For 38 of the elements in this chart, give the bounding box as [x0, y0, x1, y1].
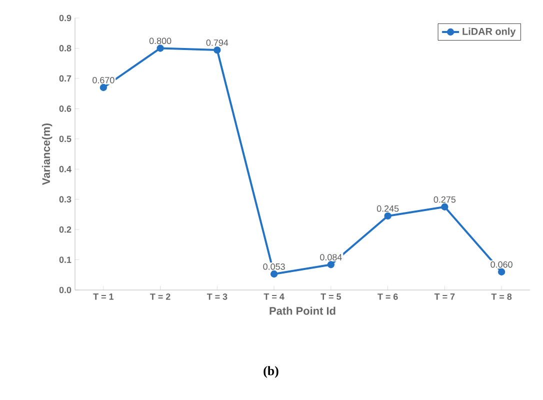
data-label: 0.800 — [149, 38, 172, 44]
x-axis-title: Path Point Id — [270, 306, 336, 315]
x-tick-label: T = 8 — [491, 294, 512, 300]
point — [327, 261, 335, 268]
data-label: 0.053 — [263, 263, 285, 270]
y-tick-label: 0.7 — [59, 75, 72, 82]
y-tick-label: 0.4 — [59, 166, 72, 172]
point — [270, 270, 278, 278]
x-tick-label: T = 7 — [434, 294, 455, 300]
data-label: 0.060 — [490, 261, 512, 268]
data-label: 0.245 — [376, 205, 399, 212]
data-label: 0.670 — [92, 76, 114, 84]
data-label: 0.275 — [434, 196, 456, 203]
y-tick-label: 0.6 — [59, 105, 72, 112]
data-label: 0.794 — [206, 40, 228, 46]
point — [384, 212, 392, 220]
point — [214, 46, 221, 54]
y-axis-title: Variance(m) — [42, 123, 52, 185]
x-tick-label: T = 1 — [93, 294, 114, 300]
y-tick-label: 0.0 — [59, 286, 72, 294]
data-label: 0.084 — [320, 254, 342, 260]
point — [441, 203, 448, 210]
legend-label: LiDAR only — [462, 28, 516, 37]
x-tick-label: T = 3 — [206, 294, 228, 300]
point — [498, 268, 506, 276]
y-tick-label: 0.5 — [59, 136, 72, 142]
x-tick-label: T = 4 — [264, 294, 284, 300]
point — [100, 84, 108, 92]
y-tick-label: 0.1 — [59, 256, 72, 263]
y-tick-label: 0.2 — [59, 226, 72, 233]
point — [156, 44, 164, 52]
x-tick-label: T = 5 — [320, 294, 342, 300]
x-tick-label: T = 2 — [150, 294, 170, 300]
y-tick-label: 0.9 — [59, 14, 72, 22]
text: (b) — [264, 366, 278, 378]
y-tick-label: 0.8 — [59, 45, 72, 52]
y-tick-label: 0.3 — [59, 196, 72, 203]
x-tick-label: T = 6 — [378, 294, 398, 300]
